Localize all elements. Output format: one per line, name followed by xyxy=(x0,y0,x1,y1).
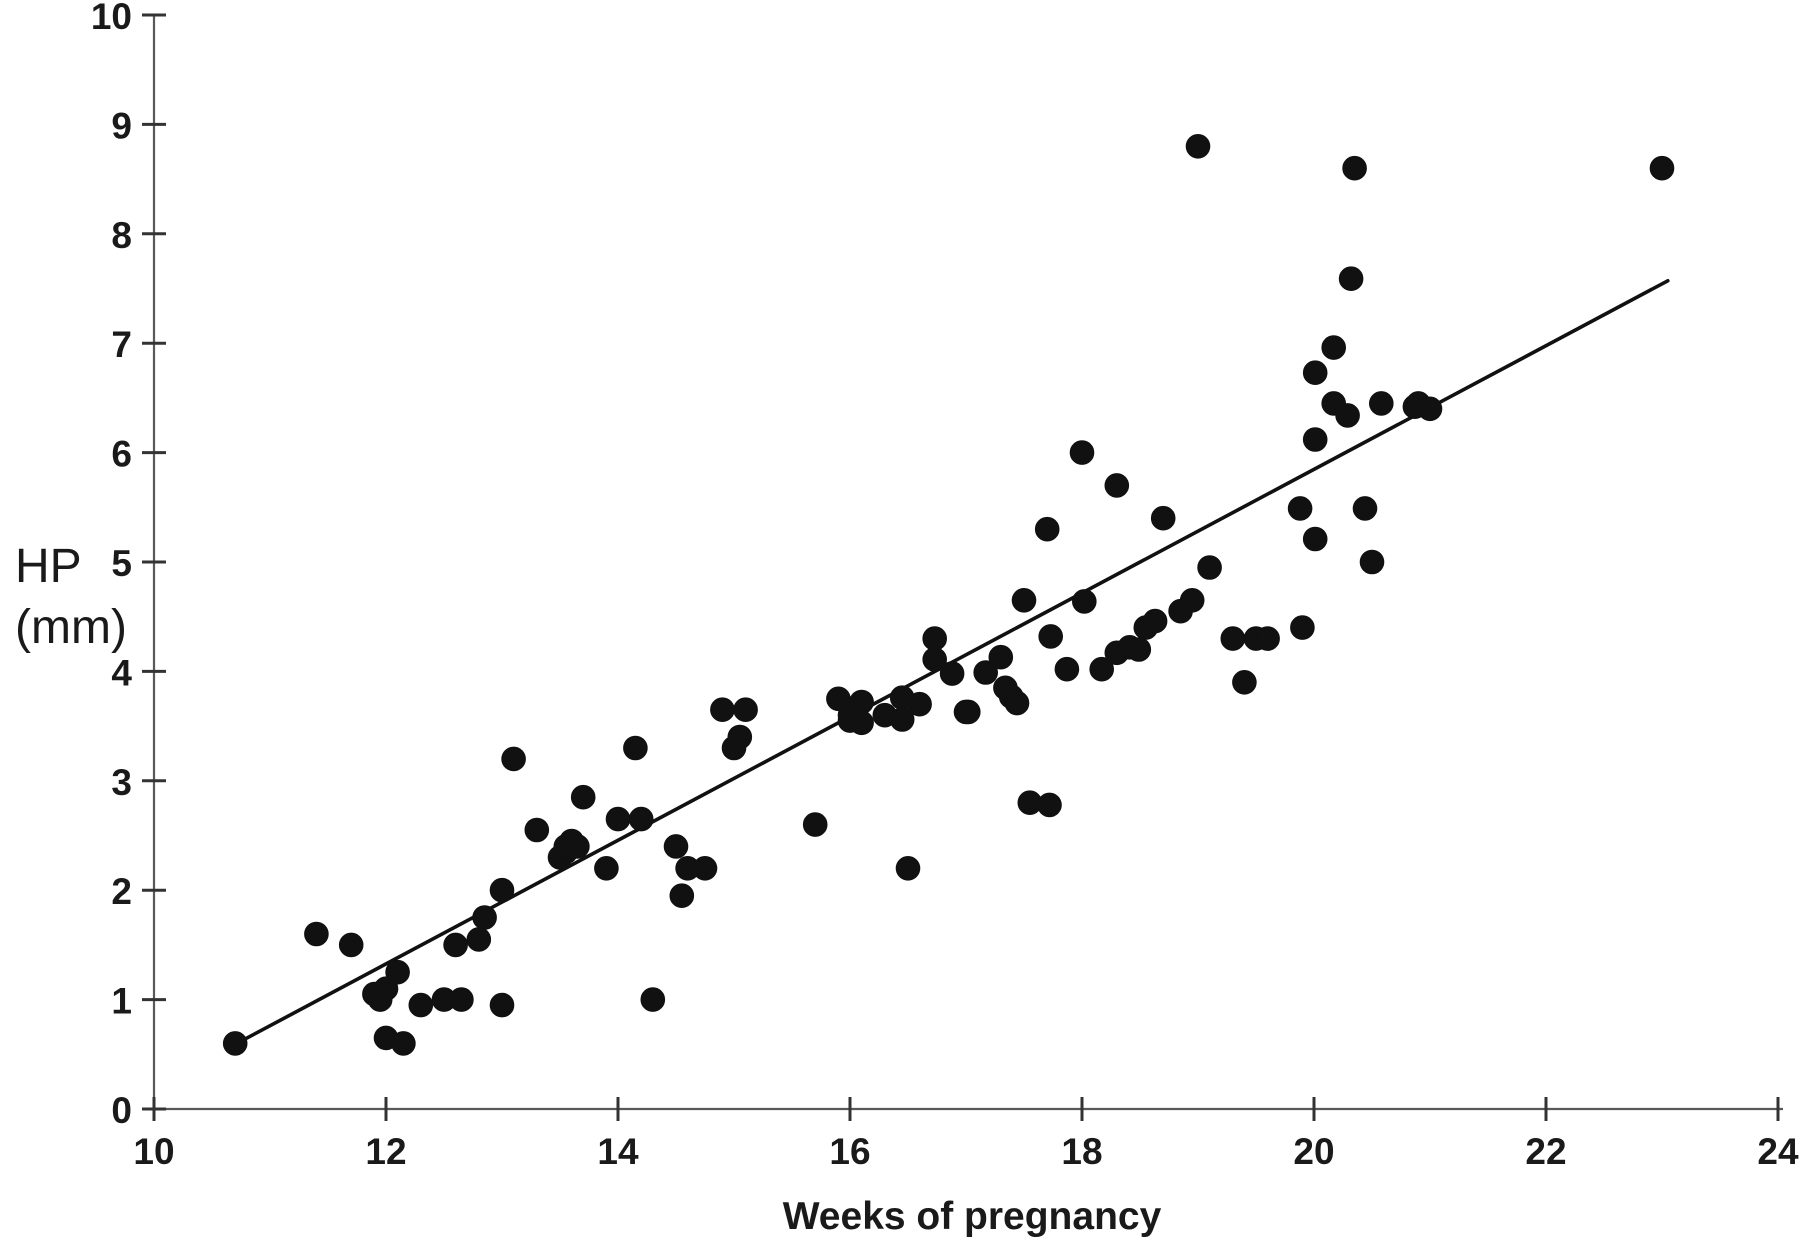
svg-text:16: 16 xyxy=(829,1131,870,1172)
svg-text:22: 22 xyxy=(1525,1131,1566,1172)
svg-text:24: 24 xyxy=(1757,1131,1799,1172)
svg-text:20: 20 xyxy=(1293,1131,1334,1172)
svg-text:0: 0 xyxy=(111,1090,132,1131)
svg-text:HP: HP xyxy=(15,540,82,593)
svg-text:14: 14 xyxy=(597,1131,639,1172)
svg-text:1: 1 xyxy=(111,981,132,1022)
svg-text:(mm): (mm) xyxy=(15,601,127,654)
svg-text:18: 18 xyxy=(1061,1131,1102,1172)
svg-text:8: 8 xyxy=(111,215,132,256)
svg-text:2: 2 xyxy=(111,871,132,912)
svg-text:10: 10 xyxy=(91,0,132,37)
svg-text:9: 9 xyxy=(111,105,132,146)
svg-text:Weeks of pregnancy: Weeks of pregnancy xyxy=(783,1195,1162,1238)
svg-text:3: 3 xyxy=(111,762,132,803)
svg-text:7: 7 xyxy=(111,324,132,365)
svg-text:10: 10 xyxy=(133,1131,174,1172)
svg-text:5: 5 xyxy=(111,543,132,584)
svg-text:4: 4 xyxy=(111,652,132,693)
svg-text:12: 12 xyxy=(365,1131,406,1172)
svg-text:6: 6 xyxy=(111,434,132,475)
